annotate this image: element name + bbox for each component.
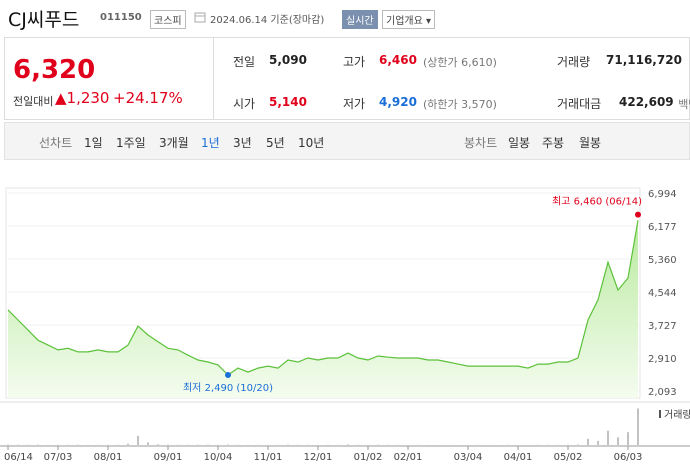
x-tick-label: 09/01: [154, 452, 183, 463]
change-label: 전일대비: [13, 95, 54, 108]
calendar-icon: [194, 12, 206, 23]
x-tick-label: 06/03: [614, 452, 643, 463]
tab[interactable]: 1주일: [116, 136, 146, 150]
tab[interactable]: 1일: [84, 136, 103, 150]
stock-code: 011150: [100, 12, 142, 23]
stat-value: 422,609: [619, 95, 674, 109]
stat-value: 71,116,720: [606, 53, 682, 67]
stat-value: 4,920: [379, 95, 417, 109]
tab[interactable]: 1년: [201, 136, 220, 150]
volume-bar: [137, 435, 139, 445]
market-badge: 코스피: [150, 10, 186, 29]
overview-dropdown[interactable]: 기업개요 ▾: [382, 10, 436, 29]
x-tick-label: 10/04: [204, 452, 233, 463]
volume-bar: [347, 444, 349, 445]
quote-panel: 6,320 전일대비 ▲1,230 +24.17% 전일 5,090 고가 6,460…: [4, 37, 690, 120]
x-tick-label: 03/04: [454, 452, 483, 463]
stat-label: 거래량: [557, 55, 591, 69]
x-tick-label: 07/03: [44, 452, 73, 463]
stat-value: 6,460: [379, 53, 417, 67]
stock-name: CJ씨푸드: [8, 9, 80, 31]
volume-bar: [127, 443, 129, 445]
chart-tabs: 선차트 1일 1주일 3개월 1년 3년 5년 10년 봉차트 일봉 주봉 월봉: [4, 122, 690, 160]
y-tick-label: 2,093: [648, 387, 677, 398]
overview-label[interactable]: 기업개요: [386, 16, 423, 27]
date: 2024.06.14 기준(장마감): [210, 15, 325, 26]
tab[interactable]: 일봉: [508, 136, 531, 150]
x-tick-label: 05/02: [554, 452, 583, 463]
volume-bar: [587, 438, 589, 445]
volume-bar: [627, 432, 629, 445]
tab[interactable]: 5년: [266, 136, 285, 150]
stat-note: 백만: [678, 98, 690, 111]
annotation: 최고 6,460 (06/14): [552, 196, 642, 208]
area-fill: [8, 220, 638, 398]
y-tick-label: 2,910: [648, 354, 677, 365]
chart: 6,994 6,177 5,360 4,544 3,727 2,910 2,093 06/14…: [0, 187, 690, 463]
y-tick-label: 4,544: [648, 288, 677, 299]
realtime-button[interactable]: 실시간: [342, 10, 378, 29]
tab[interactable]: 10년: [298, 136, 325, 150]
stat-value: 5,140: [269, 95, 307, 109]
annotation-dot: [225, 371, 231, 378]
volume-legend-icon: [659, 410, 661, 418]
tab[interactable]: 월봉: [579, 136, 602, 150]
tab-heading: 봉차트: [464, 136, 498, 150]
annotation: 최저 2,490 (10/20): [183, 382, 273, 394]
stat-label: 시가: [233, 97, 256, 111]
stat-note: (하한가 3,570): [423, 98, 497, 111]
x-tick-label: 12/01: [304, 452, 333, 463]
y-tick-label: 6,994: [648, 189, 677, 200]
stat-label: 고가: [343, 55, 366, 69]
volume-bar: [597, 440, 599, 445]
tab[interactable]: 3년: [233, 136, 252, 150]
x-tick-label: 04/01: [504, 452, 533, 463]
volume-bar: [607, 430, 609, 445]
price-line: [7, 220, 639, 376]
x-tick-label: 06/14: [4, 452, 33, 463]
change-rate: +24.17%: [113, 89, 183, 107]
price-panel: 6,320 전일대비 ▲1,230 +24.17%: [5, 38, 214, 119]
volume-bar: [617, 437, 619, 445]
tab-heading: 선차트: [39, 136, 73, 150]
x-tick-label: 11/01: [254, 452, 283, 463]
tab[interactable]: 3개월: [159, 136, 189, 150]
stat-label: 저가: [343, 97, 366, 111]
price: 6,320: [13, 55, 96, 85]
x-tick-label: 02/01: [394, 452, 423, 463]
y-tick-label: 3,727: [648, 321, 677, 332]
annotation-dot: [635, 211, 641, 218]
x-tick-label: 01/02: [354, 452, 383, 463]
change: ▲1,230: [55, 89, 110, 107]
stat-label: 전일: [233, 55, 256, 69]
x-tick-label: 08/01: [94, 452, 123, 463]
stat-value: 5,090: [269, 53, 307, 67]
tab[interactable]: 주봉: [542, 136, 565, 150]
volume-bar: [147, 442, 149, 445]
y-tick-label: 6,177: [648, 222, 677, 233]
y-tick-label: 5,360: [648, 255, 677, 266]
volume-bar: [157, 444, 159, 445]
stat-note: (상한가 6,610): [423, 56, 497, 69]
volume-bar: [637, 408, 639, 445]
volume-legend: 거래량: [664, 409, 690, 421]
stat-label: 거래대금: [557, 97, 602, 111]
